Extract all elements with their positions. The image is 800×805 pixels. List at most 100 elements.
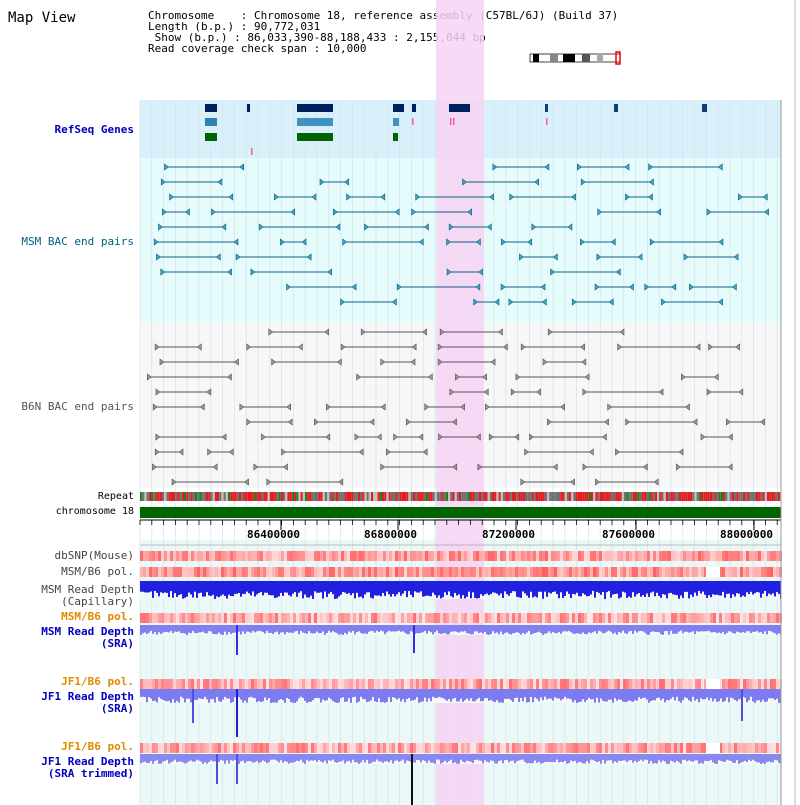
gene-feature[interactable] [449,104,470,112]
highlight-region[interactable] [436,0,484,805]
gene-feature[interactable] [205,118,217,126]
bac-end-marker [462,178,467,186]
repeat-segment [593,492,596,501]
gene-feature[interactable] [614,104,618,112]
pol-cell [776,679,779,689]
pol-cell [206,613,209,623]
pol-cell [293,551,296,561]
pol-cell [653,743,656,753]
bac-end-marker [437,358,443,366]
gene-feature[interactable] [205,104,217,112]
pol-cell [578,743,581,753]
gene-feature[interactable] [297,104,333,112]
pol-cell [326,743,329,753]
bac-end-marker [405,418,411,426]
msm-bac-track[interactable] [153,163,769,306]
pol-cell [158,551,161,561]
repeat-segment [375,492,378,501]
gene-feature[interactable] [393,118,399,126]
bac-end-marker [571,193,576,201]
bac-end-marker [509,193,515,201]
gene-feature[interactable] [393,133,398,141]
pol-cell [626,567,629,577]
pol-cell [584,679,587,689]
gene-feature[interactable] [297,133,333,141]
pol-cell [770,567,773,577]
repeat-segment [498,492,501,501]
pol-cell [161,613,164,623]
pol-cell [770,613,773,623]
bac-end-marker [508,298,514,306]
pol-cell [347,679,350,689]
repeat-segment [274,492,277,501]
pol-cell [350,613,353,623]
pol-cell [581,567,584,577]
bac-end-marker [706,208,712,216]
pol-cell [434,567,437,577]
repeat-segment [753,492,756,501]
pol-cell [302,551,305,561]
pol-cell [686,551,689,561]
pol-cell [449,679,452,689]
pol-cell [383,567,386,577]
repeat-segment [582,492,585,501]
bac-end-marker [560,403,565,411]
repeat-segment [377,492,380,501]
pol-cell [665,613,668,623]
pol-cell [323,613,326,623]
repeat-segment [481,492,484,501]
pol-cell [776,551,779,561]
gene-feature[interactable] [545,104,548,112]
gene-feature[interactable] [205,133,217,141]
pol-cell [473,679,476,689]
pol-cell [662,551,665,561]
gene-feature[interactable] [702,104,707,112]
repeat-segment [586,492,589,501]
pol-cell [554,743,557,753]
gene-feature[interactable] [412,104,416,112]
repeat-segment [324,492,327,501]
pol-cell [404,613,407,623]
repeat-segment [549,492,552,501]
b6n-bac-track[interactable] [146,328,765,486]
refseq-genes-track[interactable] [205,104,707,155]
pol-cell [209,551,212,561]
repeat-segment [564,492,567,501]
pol-cell [530,679,533,689]
repeat-segment [650,492,653,501]
bac-end-marker [582,388,588,396]
gene-feature[interactable] [297,118,333,126]
pol-cell [296,613,299,623]
pol-cell [314,567,317,577]
pol-cell [758,567,761,577]
pol-cell [278,551,281,561]
pol-cell [704,679,707,689]
pol-cell [230,743,233,753]
bac-end-marker [346,193,352,201]
pol-cell [767,679,770,689]
chromosome-info: Chromosome : Chromosome 18, reference as… [148,10,618,54]
pol-cell [524,679,527,689]
pol-cell [620,679,623,689]
pol-cell [722,551,725,561]
gene-feature[interactable] [393,104,404,112]
bac-end-marker [338,478,344,486]
pol-cell [761,551,764,561]
gene-feature[interactable] [247,104,250,112]
pol-cell [221,551,224,561]
repeat-segment [371,492,374,501]
pol-cell [476,743,479,753]
repeat-segment [448,492,451,501]
bac-end-marker [581,358,587,366]
pol-cell [257,743,260,753]
pol-cell [692,743,695,753]
repeat-segment [668,492,671,501]
pol-cell [185,551,188,561]
pol-cell [173,679,176,689]
repeat-segment [272,492,275,501]
bac-end-marker [520,478,526,486]
bac-end-marker [675,463,681,471]
pol-cell [179,567,182,577]
pol-cell [479,613,482,623]
